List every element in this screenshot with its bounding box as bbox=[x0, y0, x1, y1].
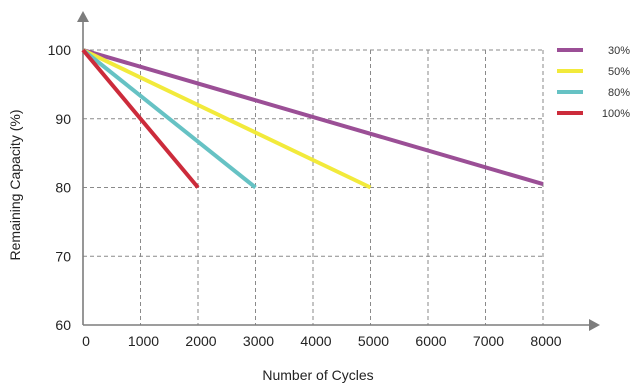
x-tick-label: 8000 bbox=[530, 333, 561, 349]
x-tick-label: 5000 bbox=[358, 333, 389, 349]
x-axis-title: Number of Cycles bbox=[262, 367, 373, 383]
series-line bbox=[81, 48, 257, 190]
y-axis-arrow bbox=[77, 11, 89, 22]
y-tick-label: 80 bbox=[55, 180, 71, 196]
legend-label: 100% bbox=[602, 108, 630, 120]
x-tick-label: 0 bbox=[82, 333, 90, 349]
x-tick-label: 6000 bbox=[415, 333, 446, 349]
y-tick-labels: 60 70 80 90 100 bbox=[48, 42, 72, 333]
series-line bbox=[82, 48, 372, 190]
y-tick-label: 60 bbox=[55, 317, 71, 333]
legend-label: 80% bbox=[608, 87, 630, 99]
x-tick-label: 4000 bbox=[300, 333, 331, 349]
legend-label: 30% bbox=[608, 45, 630, 57]
y-tick-label: 100 bbox=[48, 42, 72, 58]
series-lines bbox=[81, 48, 544, 190]
y-tick-label: 70 bbox=[55, 248, 71, 264]
y-axis-title: Remaining Capacity (%) bbox=[7, 110, 23, 261]
axes bbox=[77, 11, 600, 331]
legend: 30% 50% 80% 100% bbox=[557, 45, 630, 120]
y-tick-label: 90 bbox=[55, 111, 71, 127]
x-tick-labels: 0 1000 2000 3000 4000 5000 6000 7000 8000 bbox=[82, 333, 562, 349]
x-tick-label: 1000 bbox=[128, 333, 159, 349]
x-tick-label: 7000 bbox=[473, 333, 504, 349]
legend-label: 50% bbox=[608, 66, 630, 78]
series-line bbox=[81, 48, 200, 189]
x-axis-arrow bbox=[589, 319, 600, 331]
series-line bbox=[82, 48, 544, 186]
x-tick-label: 3000 bbox=[243, 333, 274, 349]
grid bbox=[83, 49, 544, 325]
x-tick-label: 2000 bbox=[185, 333, 216, 349]
